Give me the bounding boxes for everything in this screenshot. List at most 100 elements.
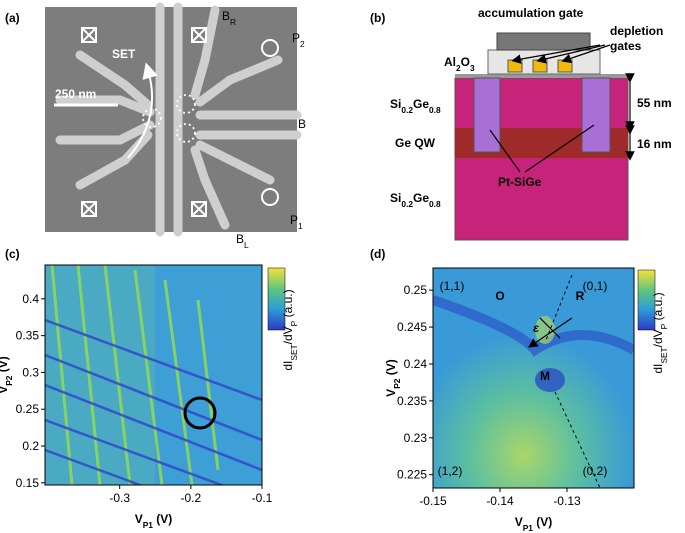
axes-frame <box>44 264 263 486</box>
layer-label-part: Si <box>390 191 401 205</box>
sem-image <box>45 2 302 237</box>
y-axis-label: VP2 (V) <box>0 356 14 394</box>
annotation: (0,2) <box>583 464 608 478</box>
layer-label: Si0.2Ge0.8 <box>390 97 441 115</box>
x-tick-label: -0.3 <box>109 491 130 505</box>
x-axis-label-part: P1 <box>143 520 154 530</box>
gate-label-part: L <box>244 240 249 250</box>
y-axis-label-part: P2 <box>392 378 402 389</box>
colorbar-label-part: (a.u.) <box>281 289 295 320</box>
gate-label: B <box>298 117 306 131</box>
y-axis-label-part: V <box>0 386 10 394</box>
axes-frame <box>432 267 635 489</box>
thickness-label: 55 nm <box>637 96 672 110</box>
colorbar <box>637 269 656 331</box>
y-axis-label-part: (V) <box>0 356 10 375</box>
gate-label-part: 2 <box>300 39 305 49</box>
depletion-label: gates <box>610 39 642 53</box>
layer-label-part: 0.2 <box>401 105 413 115</box>
layer-label-part: 0.2 <box>401 199 413 209</box>
annotation: M <box>540 369 550 383</box>
colorbar-label-part: (a.u.) <box>651 292 665 323</box>
colorbar-label-part: SET <box>659 347 669 363</box>
y-tick-label: 0.25 <box>404 283 428 297</box>
y-tick-label: 0.3 <box>22 365 39 379</box>
scale-label: 250 nm <box>55 87 96 101</box>
contact-label: Pt-SiGe <box>498 175 542 189</box>
layer-label: Si0.2Ge0.8 <box>390 191 441 209</box>
annotation: R <box>576 289 585 303</box>
y-tick-label: 0.35 <box>16 329 40 343</box>
x-axis-label-part: V <box>515 515 523 529</box>
y-tick-label: 0.235 <box>397 394 427 408</box>
gate-label-part: B <box>222 9 230 23</box>
gate-label: BR <box>222 9 236 27</box>
heatmap-c <box>45 265 262 485</box>
colorbar-label-part: /dV <box>651 329 665 347</box>
x-tick-label: -0.13 <box>553 494 581 508</box>
panel-label: (a) <box>5 11 20 25</box>
x-axis-label-part: P1 <box>523 523 534 533</box>
x-axis-label-part: (V) <box>153 512 172 526</box>
y-tick-label: 0.4 <box>22 292 39 306</box>
y-tick-label: 0.23 <box>404 431 428 445</box>
gate-label: BL <box>236 232 249 250</box>
annotation: (0,1) <box>583 279 608 293</box>
y-tick-label: 0.15 <box>16 476 40 490</box>
colorbar-label-part: P <box>659 323 669 329</box>
colorbar-label-part: SET <box>289 344 299 360</box>
heatmap-d <box>433 268 634 488</box>
depletion-label: depletion <box>610 24 663 38</box>
panel-label: (b) <box>370 11 385 25</box>
qw-label: Ge QW <box>395 136 436 150</box>
oxide-label-part: O <box>461 55 470 69</box>
colorbar <box>267 267 286 331</box>
y-axis-label-part: V <box>384 389 398 397</box>
accumulation-label: accumulation gate <box>478 6 584 20</box>
x-tick-label: -0.14 <box>486 494 514 508</box>
layer-label-part: 0.8 <box>429 199 441 209</box>
layer-label-part: Ge <box>413 97 429 111</box>
panel-label: (d) <box>370 247 385 261</box>
layer-label-part: Ge <box>413 191 429 205</box>
x-tick-label: -0.15 <box>419 494 447 508</box>
x-axis-label: VP1 (V) <box>515 515 553 533</box>
colorbar-label-part: dI <box>651 364 665 374</box>
gate-label: P1 <box>290 213 303 231</box>
colorbar-label-part: P <box>289 320 299 326</box>
colorbar-label: dISET/dVP (a.u.) <box>281 289 299 370</box>
gate-label-part: B <box>298 117 306 131</box>
colorbar-label: dISET/dVP (a.u.) <box>651 292 669 373</box>
gate-label-part: P <box>290 213 298 227</box>
gate-label-part: B <box>236 232 244 246</box>
x-axis-label-part: (V) <box>533 515 552 529</box>
annotation: O <box>495 289 504 303</box>
y-tick-label: 0.2 <box>22 439 39 453</box>
annotation: (1,2) <box>438 464 463 478</box>
colorbar-label-part: dI <box>281 361 295 371</box>
y-tick-label: 0.24 <box>404 357 428 371</box>
set-label: SET <box>112 47 136 61</box>
y-axis-label: VP2 (V) <box>384 359 402 397</box>
colorbar-label-part: /dV <box>281 326 295 344</box>
x-tick-label: -0.1 <box>252 491 273 505</box>
annotation: (1,1) <box>440 279 465 293</box>
layer-label-part: 0.8 <box>429 105 441 115</box>
oxide-label-part: Al <box>444 55 456 69</box>
y-tick-label: 0.245 <box>397 320 427 334</box>
x-axis-label-part: V <box>135 512 143 526</box>
gate-label-part: 1 <box>298 221 303 231</box>
x-axis-label: VP1 (V) <box>135 512 173 530</box>
x-tick-label: -0.2 <box>181 491 202 505</box>
cross-section <box>454 32 635 241</box>
y-axis-label-part: P2 <box>4 375 14 386</box>
annotation: ε <box>533 321 539 335</box>
gate-label-part: P <box>292 31 300 45</box>
gate-label: P2 <box>292 31 305 49</box>
y-tick-label: 0.225 <box>397 468 427 482</box>
oxide-label-part: 2 <box>456 63 461 73</box>
panel-label: (c) <box>5 247 20 261</box>
y-axis-label-part: (V) <box>384 359 398 378</box>
y-tick-label: 0.25 <box>16 402 40 416</box>
